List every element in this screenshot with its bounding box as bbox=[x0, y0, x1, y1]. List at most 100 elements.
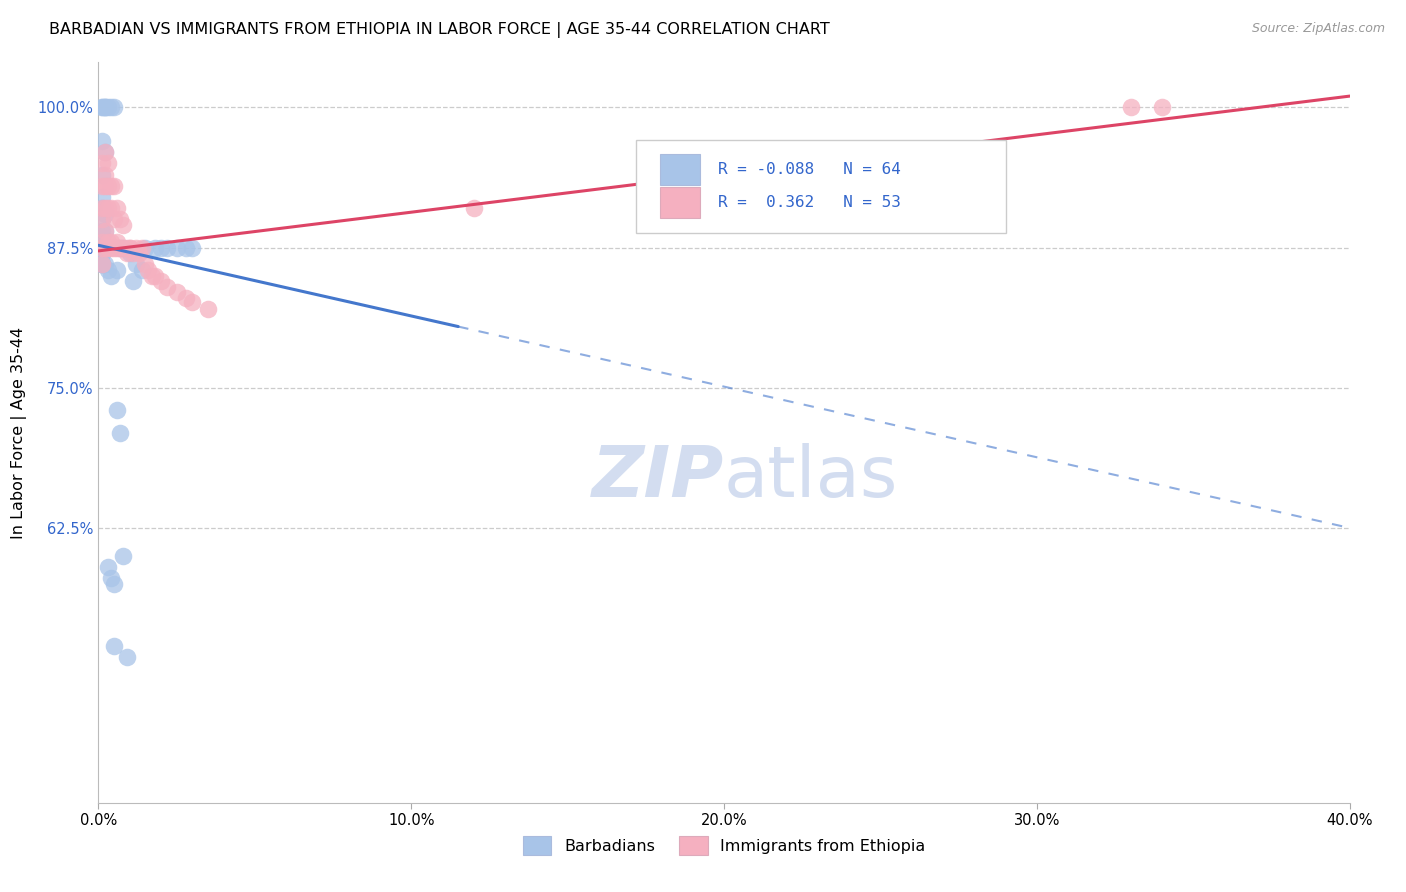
Point bbox=[103, 577, 125, 591]
Point bbox=[97, 156, 120, 170]
Point bbox=[93, 145, 115, 160]
Point bbox=[93, 240, 115, 255]
Point bbox=[103, 212, 125, 227]
Point bbox=[112, 549, 135, 563]
Point bbox=[143, 240, 166, 255]
Point bbox=[90, 240, 112, 255]
Point bbox=[93, 201, 115, 215]
Point bbox=[166, 285, 188, 300]
Point bbox=[110, 240, 132, 255]
Point bbox=[90, 212, 112, 227]
Point bbox=[103, 639, 125, 653]
Point bbox=[90, 240, 112, 255]
Point bbox=[141, 268, 163, 283]
Point bbox=[128, 246, 150, 260]
Point bbox=[110, 212, 132, 227]
Point bbox=[103, 100, 125, 114]
Point bbox=[110, 425, 132, 440]
Point bbox=[93, 178, 115, 193]
Point bbox=[90, 257, 112, 271]
Point bbox=[93, 145, 115, 160]
Point bbox=[112, 218, 135, 232]
Text: atlas: atlas bbox=[724, 442, 898, 511]
Point bbox=[100, 100, 122, 114]
Point bbox=[93, 100, 115, 114]
Point bbox=[90, 257, 112, 271]
Point bbox=[134, 240, 156, 255]
Point bbox=[100, 268, 122, 283]
Point bbox=[97, 100, 120, 114]
Point bbox=[93, 100, 115, 114]
Point bbox=[93, 100, 115, 114]
Point bbox=[90, 100, 112, 114]
FancyBboxPatch shape bbox=[661, 186, 700, 218]
Point bbox=[97, 235, 120, 249]
Text: ZIP: ZIP bbox=[592, 442, 724, 511]
Point bbox=[115, 246, 138, 260]
Point bbox=[174, 291, 197, 305]
Text: Source: ZipAtlas.com: Source: ZipAtlas.com bbox=[1251, 22, 1385, 36]
Point bbox=[90, 134, 112, 148]
Point bbox=[156, 240, 179, 255]
Point bbox=[143, 268, 166, 283]
Point bbox=[90, 246, 112, 260]
Point bbox=[174, 240, 197, 255]
Point bbox=[112, 240, 135, 255]
Text: R = -0.088   N = 64: R = -0.088 N = 64 bbox=[718, 161, 901, 177]
Point bbox=[90, 201, 112, 215]
Point bbox=[90, 246, 112, 260]
Point bbox=[105, 235, 128, 249]
Point bbox=[90, 257, 112, 271]
Point bbox=[105, 201, 128, 215]
Point bbox=[1119, 100, 1142, 114]
Text: R =  0.362   N = 53: R = 0.362 N = 53 bbox=[718, 194, 901, 210]
Point bbox=[90, 240, 112, 255]
Point bbox=[156, 280, 179, 294]
Point bbox=[97, 201, 120, 215]
Point bbox=[125, 240, 148, 255]
Point bbox=[90, 224, 112, 238]
Point bbox=[90, 178, 112, 193]
Point bbox=[90, 257, 112, 271]
Point bbox=[90, 201, 112, 215]
Point bbox=[105, 240, 128, 255]
Point bbox=[93, 240, 115, 255]
Point bbox=[90, 240, 112, 255]
Point bbox=[118, 240, 141, 255]
Point bbox=[100, 235, 122, 249]
Point bbox=[97, 263, 120, 277]
Point bbox=[121, 274, 143, 288]
Point bbox=[90, 240, 112, 255]
Point bbox=[100, 201, 122, 215]
Point bbox=[100, 178, 122, 193]
Point bbox=[90, 246, 112, 260]
Point bbox=[125, 257, 148, 271]
Point bbox=[90, 240, 112, 255]
Point bbox=[118, 240, 141, 255]
FancyBboxPatch shape bbox=[661, 153, 700, 185]
Point bbox=[90, 246, 112, 260]
Point bbox=[90, 212, 112, 227]
Point bbox=[463, 201, 485, 215]
Point bbox=[197, 302, 219, 317]
Point bbox=[131, 240, 153, 255]
Point bbox=[93, 168, 115, 182]
Point bbox=[138, 263, 160, 277]
Point bbox=[166, 240, 188, 255]
Point bbox=[90, 229, 112, 244]
Point bbox=[93, 240, 115, 255]
Point bbox=[90, 100, 112, 114]
Point bbox=[118, 246, 141, 260]
Point bbox=[97, 560, 120, 574]
Point bbox=[103, 178, 125, 193]
Point bbox=[100, 571, 122, 585]
Text: BARBADIAN VS IMMIGRANTS FROM ETHIOPIA IN LABOR FORCE | AGE 35-44 CORRELATION CHA: BARBADIAN VS IMMIGRANTS FROM ETHIOPIA IN… bbox=[49, 22, 830, 38]
Point bbox=[90, 235, 112, 249]
Point bbox=[90, 235, 112, 249]
Point bbox=[150, 274, 173, 288]
Point bbox=[97, 178, 120, 193]
Point bbox=[90, 240, 112, 255]
Point bbox=[90, 240, 112, 255]
FancyBboxPatch shape bbox=[637, 140, 1005, 233]
Point bbox=[1152, 100, 1174, 114]
